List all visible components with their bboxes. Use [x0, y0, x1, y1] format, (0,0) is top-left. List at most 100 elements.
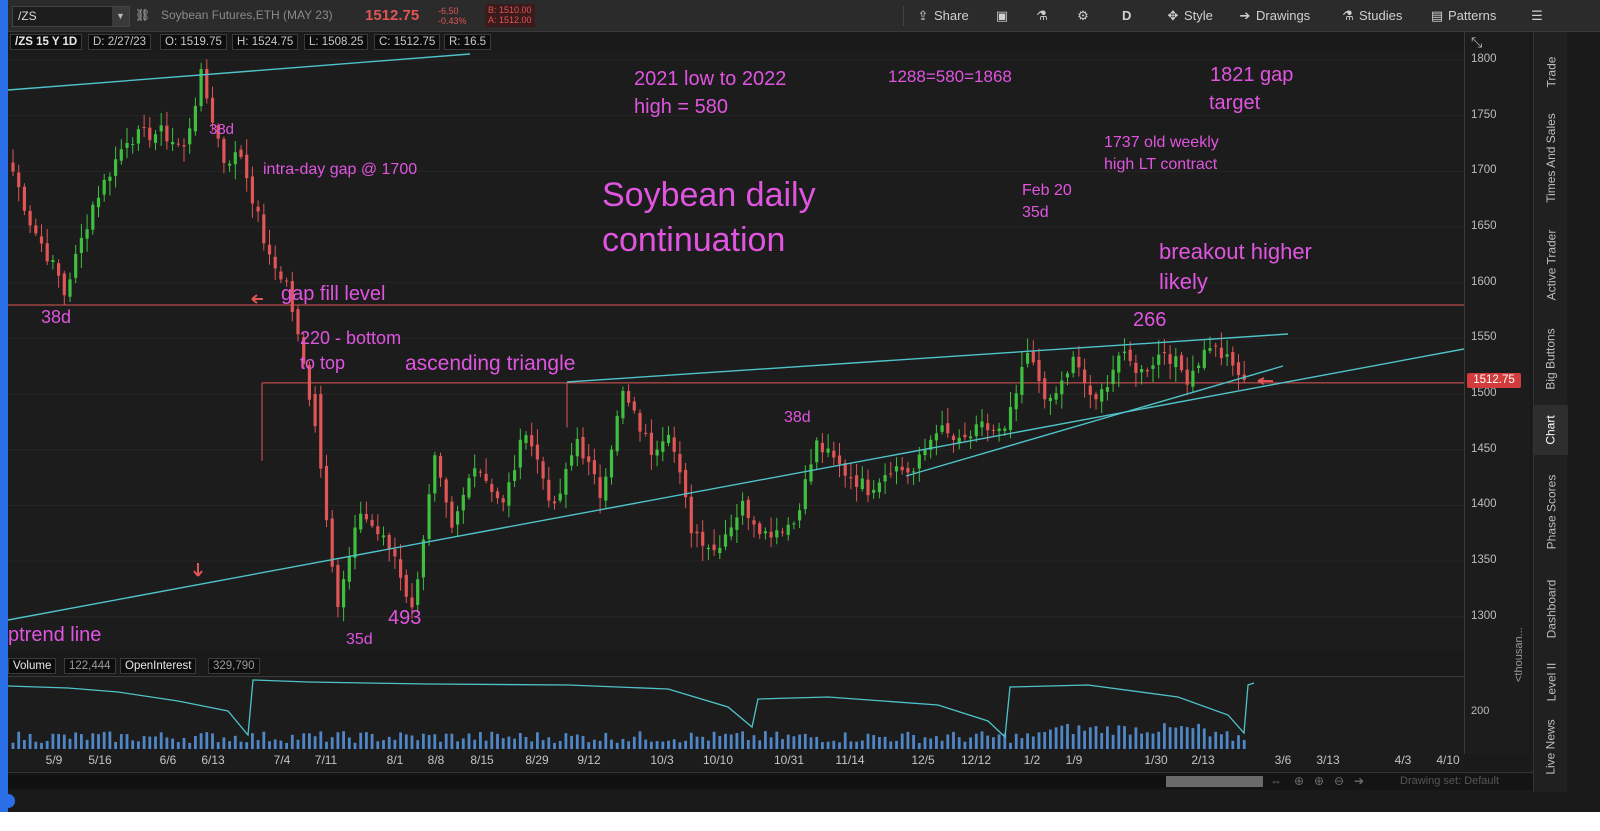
share-button[interactable]: ⇪ Share [916, 6, 969, 26]
side-tab-live-news[interactable]: Live News [1534, 714, 1568, 780]
flask-button[interactable]: ⚗ [1035, 6, 1053, 26]
anno-uptrend: ptrend line [8, 624, 102, 646]
volume-bar [319, 731, 323, 749]
open-interest-line [7, 679, 1255, 739]
anno-35d: 35d [346, 631, 373, 648]
volume-bar [815, 736, 819, 749]
arrow-right-icon[interactable]: ➔ [1354, 774, 1365, 788]
settings-button[interactable]: ⚙ [1076, 6, 1094, 26]
volume-bar [68, 738, 72, 749]
share-icon: ⇪ [917, 8, 929, 23]
price-arrow-icon [1257, 377, 1273, 385]
anno-493: 493 [388, 607, 422, 629]
side-tab-phase-scores[interactable]: Phase Scores [1534, 460, 1568, 564]
drawing-set-label[interactable]: Drawing set: Default [1400, 775, 1500, 787]
candle-body [609, 449, 614, 478]
volume-bar [746, 740, 750, 749]
candle-body [723, 534, 728, 547]
volume-bar [308, 733, 311, 749]
time-axis[interactable]: 5/9 5/16 6/6 6/13 7/4 7/11 8/1 8/8 8/15 8/29 9/12 1… [8, 750, 1464, 770]
candle-body [347, 556, 351, 582]
time-tick-label: 10/3 [650, 753, 674, 767]
side-tab-times-and-sales[interactable]: Times And Sales [1534, 102, 1568, 214]
side-tab-bar: Trade Times And Sales Active Trader Big But… [1533, 32, 1568, 792]
crosshair-icon[interactable]: ⊕ [1294, 774, 1305, 788]
candle-body [495, 491, 500, 499]
volume-bar [393, 739, 397, 749]
time-tick-label: 11/14 [835, 753, 865, 767]
side-tab-big-buttons[interactable]: Big Buttons [1534, 316, 1568, 402]
volume-bar [786, 734, 790, 749]
side-tab-label: Live News [1544, 719, 1559, 775]
candle-body [655, 449, 659, 456]
selection-handle[interactable] [0, 0, 8, 812]
patterns-button[interactable]: ▤ Patterns [1430, 6, 1497, 26]
scrollbar-thumb[interactable] [1166, 776, 1263, 787]
volume-bar [650, 741, 653, 749]
volume-bar [638, 731, 642, 749]
snapshot-button[interactable]: ▣ [995, 6, 1013, 26]
price-tick-label: 1350 [1471, 554, 1497, 567]
volume-bar [781, 739, 784, 749]
candle-body [1236, 362, 1241, 376]
pct-change: -0.43% [438, 16, 467, 26]
side-tab-label: Chart [1544, 415, 1558, 445]
volume-bar [952, 731, 955, 749]
volume-bar [963, 741, 967, 749]
volume-bar [940, 740, 944, 749]
side-tab-level-ii[interactable]: Level II [1534, 654, 1568, 710]
volume-label[interactable]: Volume [8, 658, 57, 674]
side-tab-active-trader[interactable]: Active Trader [1534, 220, 1568, 310]
volume-bar [23, 740, 26, 749]
expand-range-icon[interactable]: ⇔ [1270, 774, 1282, 788]
chart-scrollbar[interactable] [8, 776, 1263, 787]
aggregation-button[interactable]: D [1122, 6, 1131, 26]
header-range: R: 16.5 [444, 34, 492, 50]
triangle-support-line [905, 365, 1284, 477]
time-tick-label: 4/3 [1394, 753, 1412, 767]
zoom-in-icon[interactable]: ⊕ [1314, 774, 1325, 788]
chart-period[interactable]: /ZS 15 Y 1D [10, 34, 83, 50]
candle-body [912, 471, 916, 473]
candle-body [302, 337, 306, 364]
side-tab-chart[interactable]: Chart [1534, 405, 1568, 455]
dropdown-icon[interactable]: ▼ [112, 7, 129, 26]
axis-expand-icon[interactable]: ⤡ [1471, 34, 1483, 50]
side-tab-trade[interactable]: Trade [1534, 44, 1568, 100]
menu-button[interactable]: ☰ [1530, 6, 1548, 26]
candle-body [809, 464, 813, 482]
header-open: O: 1519.75 [160, 34, 227, 50]
style-icon: ✥ [1167, 8, 1179, 23]
link-icon[interactable]: ⛓ [135, 8, 151, 22]
price-tick-label: 1450 [1471, 442, 1497, 455]
anno-calc: 1288=580=1868 [888, 67, 1012, 86]
candle-body [262, 214, 266, 244]
candle-body [581, 436, 585, 459]
price-chart[interactable]: 2021 low to 2022 high = 580 1288=580=186… [8, 52, 1464, 650]
candle-body [524, 435, 528, 444]
time-tick-label: 1/9 [1065, 753, 1083, 767]
style-button[interactable]: ✥ Style [1166, 6, 1213, 26]
volume-bar [1197, 723, 1200, 749]
candle-body [638, 412, 642, 432]
candle-body [803, 479, 807, 510]
drawings-button[interactable]: ➔ Drawings [1238, 6, 1311, 26]
zoom-out-icon[interactable]: ⊖ [1334, 774, 1345, 788]
side-tab-dashboard[interactable]: Dashboard [1534, 568, 1568, 650]
volume-pane[interactable] [7, 676, 1464, 749]
volume-bar [798, 734, 801, 749]
style-label: Style [1184, 8, 1213, 23]
price-chart-svg[interactable] [8, 52, 1464, 650]
time-tick-label: 3/6 [1274, 753, 1292, 767]
symbol-input[interactable]: /ZS ▼ [12, 6, 130, 27]
candle-body [182, 145, 186, 147]
anno-gap-fill: gap fill level [281, 283, 386, 305]
oi-label[interactable]: OpenInterest [120, 658, 197, 674]
price-axis[interactable]: ⤡ 1800 1750 1700 1650 1600 1550 1500 1450 1400 13… [1464, 32, 1530, 754]
candle-body [621, 390, 625, 419]
volume-bar [347, 737, 351, 749]
volume-bar [1083, 730, 1086, 749]
studies-button[interactable]: ⚗ Studies [1341, 6, 1402, 26]
selection-handle-dot[interactable] [1, 794, 15, 808]
volume-bar [758, 740, 762, 749]
